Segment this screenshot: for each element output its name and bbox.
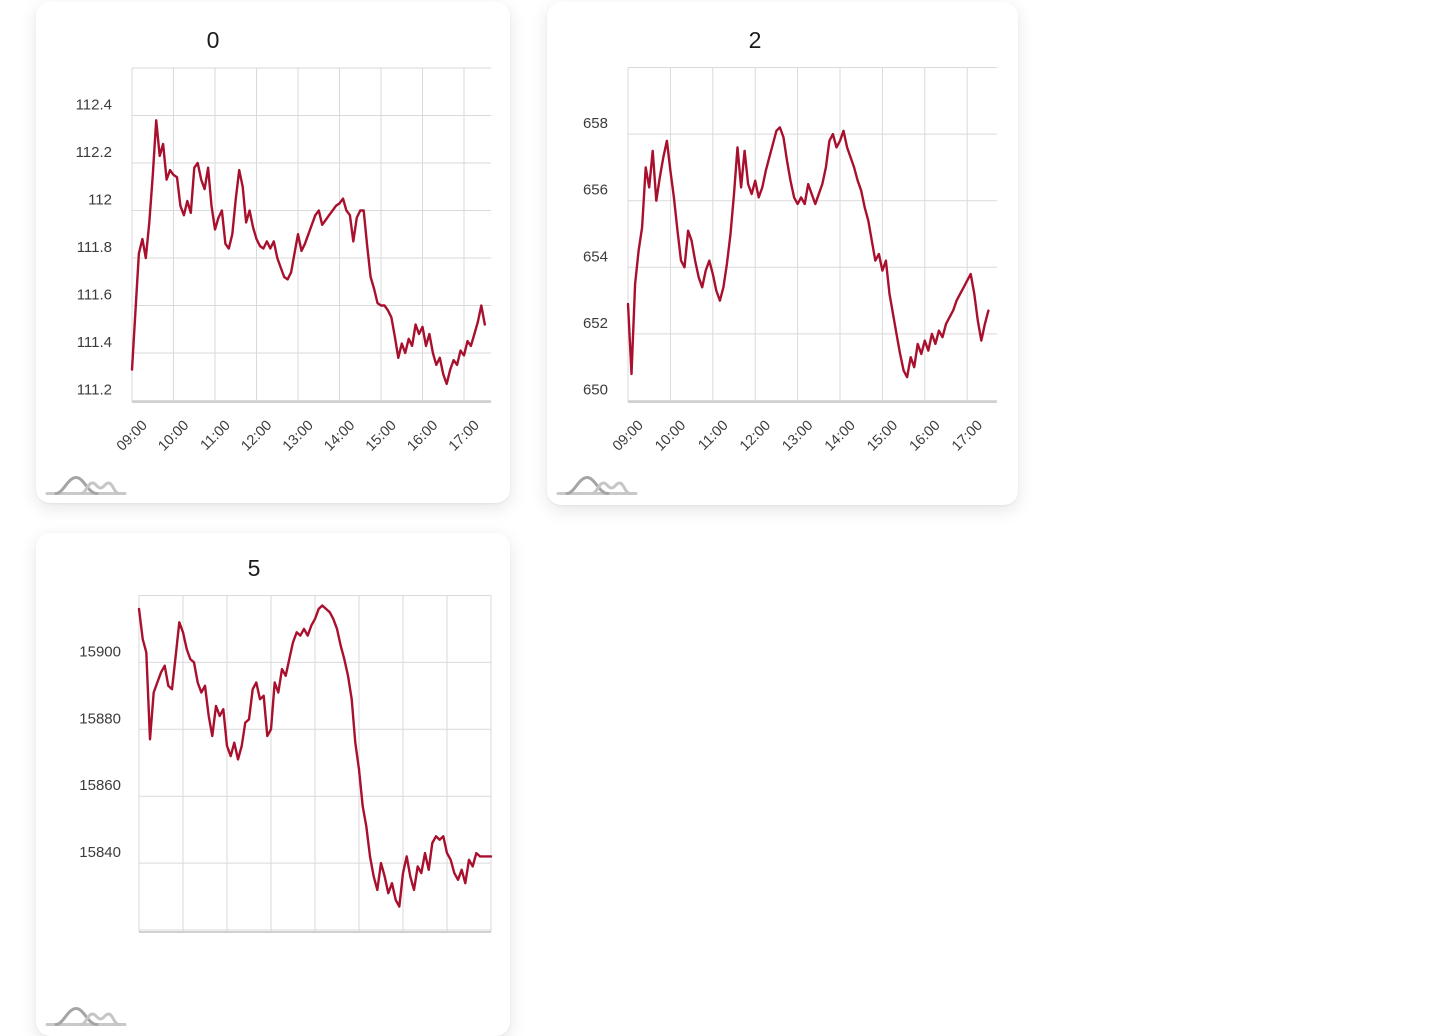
wave-curves-icon bbox=[45, 475, 127, 495]
y-tick-label: 652 bbox=[583, 315, 608, 332]
x-tick-label: 12:00 bbox=[737, 418, 774, 455]
chart-card-2: 2 658 656 654 652 650 09:00 10:00 11:00 12:00 13:… bbox=[547, 2, 1018, 505]
y-tick-label: 656 bbox=[583, 182, 608, 199]
y-tick-label: 111.2 bbox=[77, 382, 112, 399]
price-line-chart-0[interactable]: 112.4 112.2 112 111.8 111.6 111.4 111.2 09:00 10… bbox=[36, 2, 510, 503]
x-tick-label: 13:00 bbox=[280, 418, 317, 455]
y-tick-label: 15840 bbox=[79, 844, 121, 861]
x-tick-label: 09:00 bbox=[610, 418, 647, 455]
y-tick-label: 15900 bbox=[79, 643, 121, 660]
price-line bbox=[130, 119, 486, 386]
x-tick-label: 15:00 bbox=[363, 418, 400, 455]
x-tick-label: 14:00 bbox=[822, 418, 859, 455]
price-line bbox=[626, 126, 990, 379]
wave-curves-icon bbox=[556, 475, 638, 495]
x-tick-label: 17:00 bbox=[949, 418, 986, 455]
price-line bbox=[137, 604, 493, 908]
y-tick-label: 111.6 bbox=[77, 287, 112, 304]
y-tick-label: 111.4 bbox=[77, 334, 112, 351]
y-tick-label: 654 bbox=[583, 248, 608, 265]
chart-title: 5 bbox=[247, 555, 261, 581]
x-tick-label: 17:00 bbox=[446, 418, 483, 455]
x-tick-label: 14:00 bbox=[321, 418, 358, 455]
y-tick-label: 658 bbox=[583, 115, 608, 132]
x-tick-label: 13:00 bbox=[779, 418, 816, 455]
y-tick-label: 15860 bbox=[79, 777, 121, 794]
y-tick-label: 15880 bbox=[79, 710, 121, 727]
x-tick-label: 12:00 bbox=[238, 418, 275, 455]
x-tick-label: 16:00 bbox=[404, 418, 441, 455]
y-tick-label: 112 bbox=[88, 192, 112, 209]
chart-card-5: 5 15900 15880 15860 15840 bbox=[36, 533, 510, 1036]
y-tick-label: 111.8 bbox=[77, 239, 112, 256]
chart-title: 0 bbox=[206, 27, 220, 53]
price-line-chart-5[interactable]: 15900 15880 15860 15840 bbox=[36, 533, 510, 1036]
y-tick-label: 650 bbox=[583, 382, 608, 399]
y-tick-label: 112.4 bbox=[76, 97, 112, 114]
price-line-chart-2[interactable]: 658 656 654 652 650 09:00 10:00 11:00 12:00 13:00… bbox=[547, 2, 1018, 505]
x-tick-label: 10:00 bbox=[155, 418, 192, 455]
x-tick-label: 15:00 bbox=[864, 418, 901, 455]
x-tick-label: 10:00 bbox=[652, 418, 689, 455]
chart-card-0: 0 112.4 112.2 112 111.8 111.6 111.4 111.2 09:00… bbox=[36, 2, 510, 503]
x-tick-label: 11:00 bbox=[695, 418, 731, 454]
x-tick-label: 16:00 bbox=[907, 418, 944, 455]
chart-title: 2 bbox=[748, 27, 762, 53]
x-tick-label: 11:00 bbox=[198, 418, 234, 454]
x-tick-label: 09:00 bbox=[114, 418, 151, 455]
wave-curves-icon bbox=[45, 1006, 127, 1026]
y-tick-label: 112.2 bbox=[76, 144, 112, 161]
